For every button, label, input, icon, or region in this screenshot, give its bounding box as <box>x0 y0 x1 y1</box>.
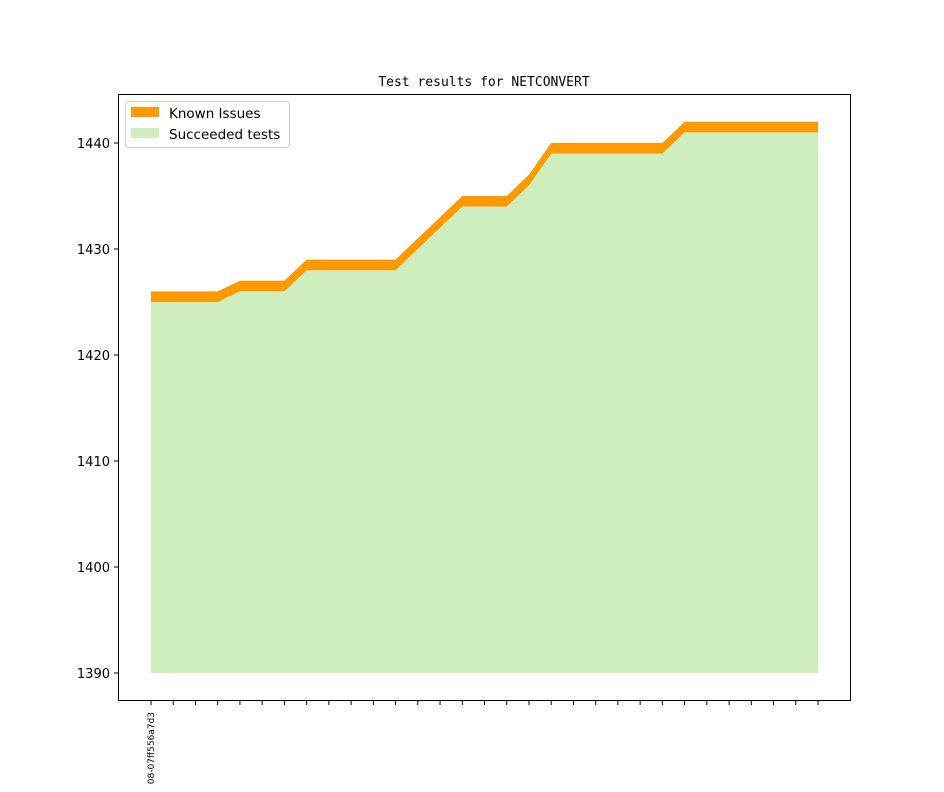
plot-area <box>151 121 818 673</box>
y-tick-label: 1400 <box>77 561 110 576</box>
y-tick-label: 1420 <box>77 349 110 364</box>
y-tick-label: 1410 <box>77 455 110 470</box>
y-tick-label: 1440 <box>77 137 110 152</box>
legend-label-known-issues: Known Issues <box>169 106 261 122</box>
legend-swatch-known-issues <box>131 107 159 117</box>
y-tick-label: 1390 <box>77 667 110 682</box>
legend-label-succeeded-tests: Succeeded tests <box>169 127 280 143</box>
area-succeeded-tests <box>151 132 818 673</box>
legend: Known Issues Succeeded tests <box>125 101 290 148</box>
x-axis: 08-07ff556a7d3 <box>147 700 819 784</box>
y-tick-label: 1430 <box>77 243 110 258</box>
y-axis: 1390 1400 1410 1420 1430 1440 <box>77 137 119 682</box>
chart-title: Test results for NETCONVERT <box>378 75 589 90</box>
legend-swatch-succeeded-tests <box>131 128 159 138</box>
legend-box <box>125 101 290 148</box>
x-tick-label: 08-07ff556a7d3 <box>147 712 157 784</box>
